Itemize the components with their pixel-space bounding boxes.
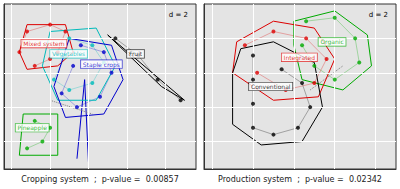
svg-text:Conventional: Conventional (251, 83, 291, 90)
svg-text:d = 2: d = 2 (369, 11, 388, 19)
svg-text:Mixed system: Mixed system (23, 40, 64, 48)
svg-text:d = 2: d = 2 (169, 11, 188, 19)
svg-text:Production system ; p-value: Production system ; p-value = 0.02342 (218, 175, 382, 184)
svg-text:Cropping system ; p-value =: Cropping system ; p-value = 0.00857 (21, 175, 178, 184)
svg-text:Organic: Organic (320, 38, 343, 46)
svg-text:Staple crops: Staple crops (83, 61, 120, 69)
svg-text:Pineapple: Pineapple (18, 124, 48, 132)
svg-text:Fruit: Fruit (129, 50, 143, 57)
svg-text:Integrated: Integrated (284, 54, 316, 62)
svg-text:Vegetables: Vegetables (52, 50, 85, 58)
